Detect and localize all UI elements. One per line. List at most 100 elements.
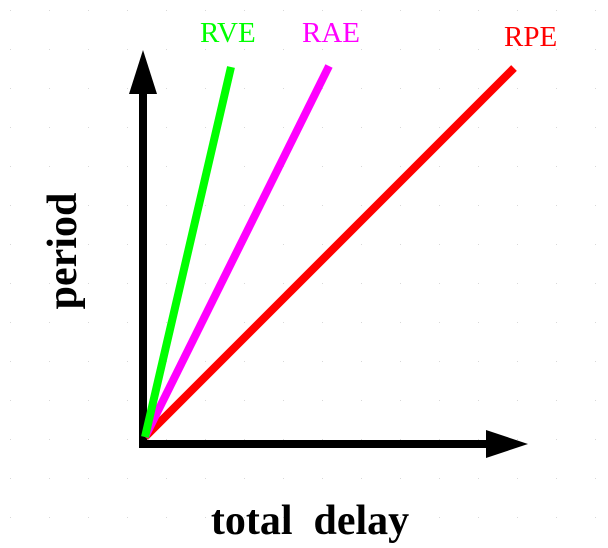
grid-dot <box>595 439 596 440</box>
grid-dot <box>556 49 557 50</box>
grid-dot <box>244 400 245 401</box>
grid-dot <box>205 205 206 206</box>
grid-dot <box>400 361 401 362</box>
grid-dot <box>88 244 89 245</box>
grid-dot <box>166 49 167 50</box>
grid-dot <box>478 49 479 50</box>
grid-dot <box>88 322 89 323</box>
grid-dot <box>556 88 557 89</box>
grid-dot <box>205 10 206 11</box>
grid-dot <box>556 517 557 518</box>
grid-dot <box>166 322 167 323</box>
grid-dot <box>517 478 518 479</box>
grid-dot <box>283 127 284 128</box>
x-axis-title: total delay <box>211 498 409 544</box>
grid-dot <box>244 283 245 284</box>
grid-dot <box>400 478 401 479</box>
grid-dot <box>400 517 401 518</box>
grid-dot <box>10 166 11 167</box>
grid-dot <box>556 205 557 206</box>
grid-dot <box>205 88 206 89</box>
grid-dot <box>478 166 479 167</box>
grid-dot <box>244 478 245 479</box>
grid-dot <box>166 166 167 167</box>
grid-dot <box>361 517 362 518</box>
grid-dot <box>127 361 128 362</box>
grid-dot <box>322 361 323 362</box>
grid-dot <box>361 478 362 479</box>
grid-dot <box>88 166 89 167</box>
grid-dot <box>10 517 11 518</box>
label-rpe: RPE <box>504 21 557 53</box>
grid-dot <box>439 439 440 440</box>
grid-dot <box>478 478 479 479</box>
grid-dot <box>439 205 440 206</box>
grid-dot <box>10 361 11 362</box>
grid-dot <box>244 205 245 206</box>
grid-dot <box>244 10 245 11</box>
grid-dot <box>10 439 11 440</box>
grid-dot <box>283 478 284 479</box>
grid-dot <box>400 166 401 167</box>
grid-dot <box>244 127 245 128</box>
grid-dot <box>517 361 518 362</box>
grid-dot <box>322 478 323 479</box>
grid-dot <box>517 49 518 50</box>
grid-dot <box>439 283 440 284</box>
grid-dot <box>595 361 596 362</box>
grid-dot <box>10 205 11 206</box>
grid-dot <box>49 10 50 11</box>
grid-dot <box>439 322 440 323</box>
grid-dot <box>400 439 401 440</box>
grid-dot <box>49 439 50 440</box>
grid-dot <box>88 517 89 518</box>
grid-dot <box>127 400 128 401</box>
grid-dot <box>322 10 323 11</box>
grid-dot <box>49 166 50 167</box>
grid-dot <box>556 127 557 128</box>
grid-dot <box>49 478 50 479</box>
line-rve <box>141 66 235 438</box>
grid-dot <box>361 361 362 362</box>
grid-dot <box>595 127 596 128</box>
grid-dot <box>322 127 323 128</box>
grid-dot <box>478 322 479 323</box>
grid-dot <box>127 10 128 11</box>
grid-dot <box>439 49 440 50</box>
grid-dot <box>283 283 284 284</box>
grid-dot <box>244 517 245 518</box>
grid-dot <box>361 166 362 167</box>
grid-dot <box>517 517 518 518</box>
grid-dot <box>478 205 479 206</box>
grid-dot <box>244 88 245 89</box>
grid-dot <box>595 166 596 167</box>
grid-dot <box>595 49 596 50</box>
line-rpe <box>142 65 517 440</box>
grid-dot <box>400 283 401 284</box>
grid-dot <box>127 439 128 440</box>
grid-dot <box>595 10 596 11</box>
grid-dot <box>439 400 440 401</box>
grid-dot <box>517 127 518 128</box>
grid-dot <box>322 166 323 167</box>
grid-dot <box>127 244 128 245</box>
grid-dot <box>127 88 128 89</box>
grid-dot <box>322 244 323 245</box>
grid-dot <box>49 205 50 206</box>
grid-dot <box>10 244 11 245</box>
grid-dot <box>361 205 362 206</box>
grid-dot <box>205 478 206 479</box>
grid-dot <box>478 361 479 362</box>
grid-dot <box>517 439 518 440</box>
grid-dot <box>595 205 596 206</box>
grid-dot <box>556 322 557 323</box>
grid-dot <box>517 244 518 245</box>
grid-dot <box>400 205 401 206</box>
grid-dot <box>361 49 362 50</box>
grid-dot <box>322 88 323 89</box>
grid-dot <box>322 49 323 50</box>
grid-dot <box>439 478 440 479</box>
grid-dot <box>517 166 518 167</box>
grid-dot <box>478 10 479 11</box>
grid-dot <box>556 244 557 245</box>
